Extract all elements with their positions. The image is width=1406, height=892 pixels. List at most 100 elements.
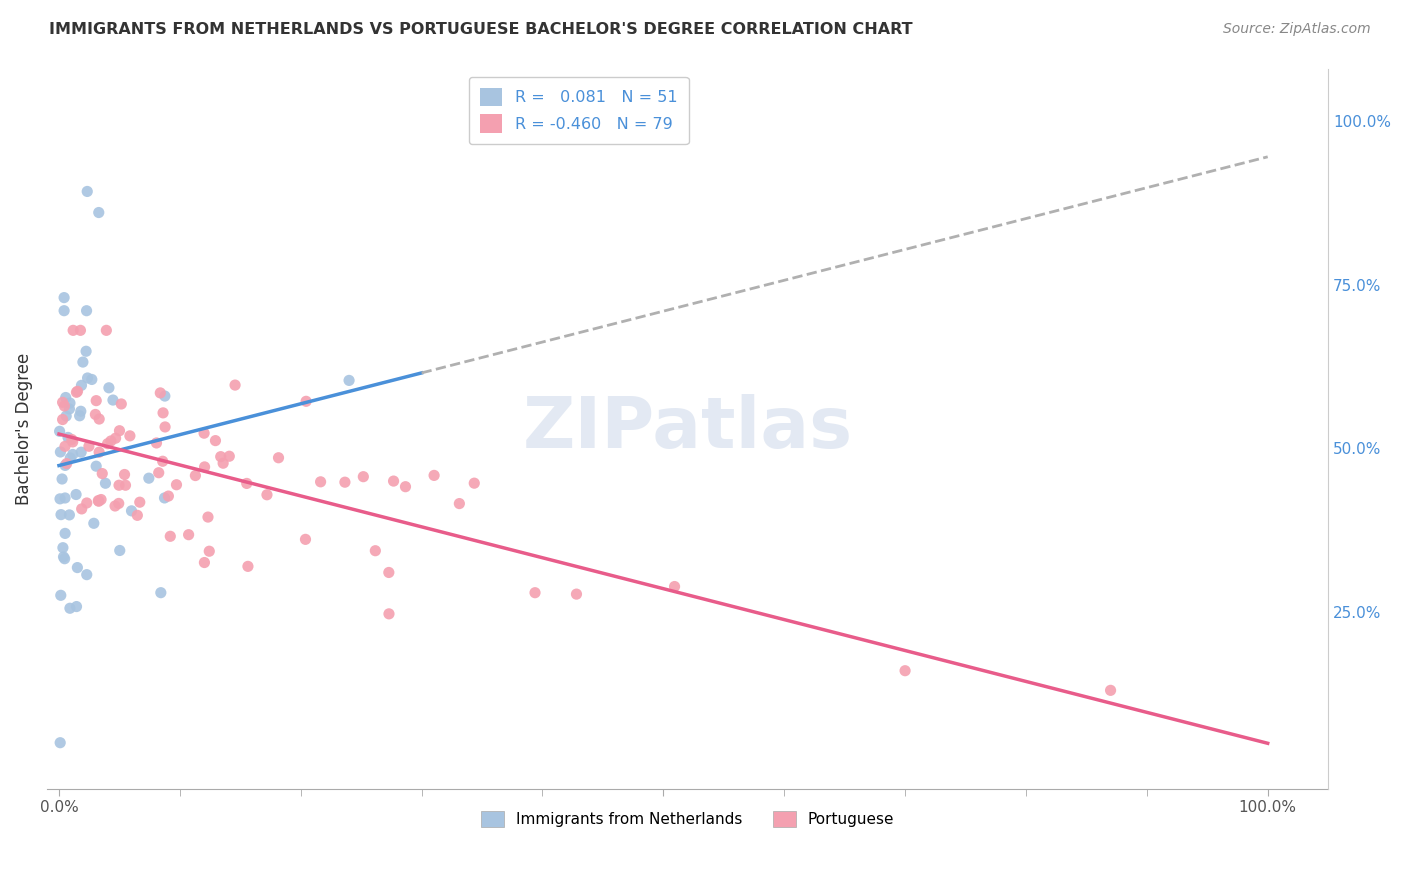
Point [212, 456, 235, 470]
Point [76, 371, 98, 385]
Point [80, 372, 103, 386]
Point [294, 533, 316, 547]
Point [97, 381, 120, 395]
Point [378, 607, 401, 621]
Point [49, 508, 72, 522]
Point [198, 544, 221, 558]
Point [152, 454, 174, 468]
Point [108, 543, 131, 558]
Point [94, 476, 117, 491]
Point [524, 585, 547, 599]
Point [565, 587, 588, 601]
Point [87, 494, 110, 508]
Point [236, 559, 259, 574]
Point [1099, 683, 1122, 698]
Point [53, 491, 76, 505]
Legend: Immigrants from Netherlands, Portuguese: Immigrants from Netherlands, Portuguese [472, 804, 903, 835]
Point [218, 449, 240, 463]
Point [53, 399, 76, 413]
Point [664, 580, 686, 594]
Point [55, 409, 77, 423]
Point [53, 291, 76, 305]
Point [104, 499, 127, 513]
Text: IMMIGRANTS FROM NETHERLANDS VS PORTUGUESE BACHELOR'S DEGREE CORRELATION CHART: IMMIGRANTS FROM NETHERLANDS VS PORTUGUES… [49, 22, 912, 37]
Point [97, 436, 120, 450]
Point [52, 541, 75, 555]
Text: ZIPatlas: ZIPatlas [523, 394, 852, 463]
Point [128, 495, 150, 509]
Point [108, 424, 131, 438]
Point [364, 543, 387, 558]
Point [65, 385, 87, 400]
Point [60, 433, 83, 447]
Point [52, 412, 75, 426]
Point [152, 406, 174, 420]
Text: Source: ZipAtlas.com: Source: ZipAtlas.com [1223, 22, 1371, 37]
Point [62, 323, 84, 337]
Point [114, 478, 136, 492]
Point [53, 551, 76, 566]
Point [153, 420, 176, 434]
Point [101, 392, 124, 407]
Point [153, 389, 176, 403]
Point [53, 439, 76, 453]
Point [84, 459, 107, 474]
Point [193, 426, 215, 441]
Point [76, 496, 98, 510]
Point [58, 508, 80, 522]
Point [53, 303, 76, 318]
Point [84, 393, 107, 408]
Point [87, 205, 110, 219]
Point [267, 450, 290, 465]
Point [204, 434, 226, 448]
Point [76, 185, 98, 199]
Point [69, 409, 91, 423]
Point [382, 474, 405, 488]
Point [194, 459, 217, 474]
Point [69, 404, 91, 418]
Point [295, 394, 318, 409]
Point [70, 502, 93, 516]
Point [197, 510, 219, 524]
Point [463, 476, 485, 491]
Point [423, 468, 446, 483]
Point [87, 493, 110, 508]
Point [118, 429, 141, 443]
Point [53, 458, 76, 473]
Point [224, 378, 246, 392]
Point [235, 476, 257, 491]
Point [59, 396, 82, 410]
Point [59, 601, 82, 615]
Point [449, 497, 471, 511]
Point [91, 467, 114, 481]
Point [149, 385, 172, 400]
Point [96, 323, 118, 337]
Point [66, 560, 89, 574]
Point [352, 469, 374, 483]
Point [83, 516, 105, 531]
Point [333, 475, 356, 490]
Point [177, 527, 200, 541]
Point [49, 588, 72, 602]
Point [145, 436, 167, 450]
Point [104, 431, 127, 445]
Point [89, 445, 111, 459]
Point [49, 736, 72, 750]
Point [70, 445, 93, 459]
Point [70, 378, 93, 392]
Point [121, 504, 143, 518]
Point [110, 397, 132, 411]
Point [157, 489, 180, 503]
Point [58, 401, 80, 416]
Point [90, 492, 112, 507]
Point [209, 450, 232, 464]
Point [51, 472, 73, 486]
Point [84, 408, 107, 422]
Point [114, 467, 136, 482]
Point [49, 491, 72, 506]
Point [394, 480, 416, 494]
Point [378, 566, 401, 580]
Point [76, 567, 98, 582]
Point [127, 508, 149, 523]
Point [66, 384, 89, 399]
